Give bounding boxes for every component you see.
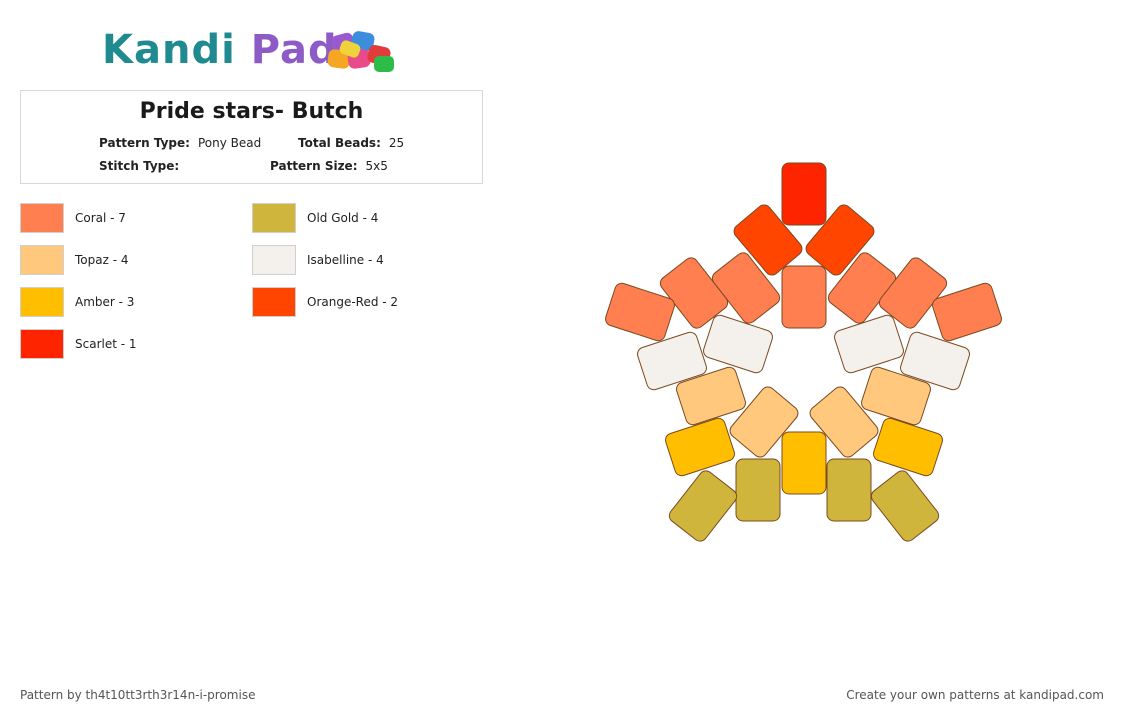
logo-word-pad: Pad	[250, 27, 338, 73]
legend-label: Old Gold - 4	[307, 211, 379, 225]
bead-amber	[873, 417, 943, 477]
bead-coral	[781, 265, 827, 329]
bead-coral	[605, 282, 675, 342]
legend-label: Isabelline - 4	[307, 253, 384, 267]
bead-isabelline	[900, 331, 970, 391]
bead-orange-red	[805, 204, 875, 276]
color-swatch	[20, 245, 64, 275]
bead-coral	[932, 282, 1002, 342]
bead-coral	[711, 252, 781, 324]
legend-label: Orange-Red - 2	[307, 295, 399, 309]
bead-old-gold	[668, 470, 738, 542]
logo-beads-icon	[327, 31, 394, 72]
bead-pattern-star	[605, 162, 1002, 542]
bead-isabelline	[637, 331, 707, 391]
pattern-size-value: 5x5	[365, 159, 388, 173]
pattern-size-label: Pattern Size:	[270, 159, 358, 173]
logo-word-kandi: Kandi	[102, 27, 236, 73]
bead-old-gold	[735, 458, 781, 522]
bead-coral	[659, 257, 729, 329]
bead-amber	[781, 431, 827, 495]
bead-orange-red	[733, 204, 803, 276]
total-beads-value: 25	[388, 136, 405, 150]
color-swatch	[252, 203, 296, 233]
kandipad-logo[interactable]: Kandi Pad	[100, 26, 410, 76]
pattern-type-label: Pattern Type:	[99, 136, 190, 150]
color-swatch	[20, 203, 64, 233]
bead-topaz	[809, 386, 879, 458]
bead-old-gold	[826, 458, 872, 522]
color-swatch	[252, 287, 296, 317]
pattern-title: Pride stars- Butch	[139, 99, 364, 124]
pattern-author[interactable]: Pattern by th4t10tt3rth3r14n-i-promise	[20, 688, 256, 702]
bead-topaz	[861, 366, 931, 426]
legend-label: Topaz - 4	[75, 253, 129, 267]
pattern-type-value: Pony Bead	[197, 136, 262, 150]
legend-label: Amber - 3	[75, 295, 135, 309]
color-swatch	[252, 245, 296, 275]
bead-coral	[878, 257, 948, 329]
bead-scarlet	[781, 162, 827, 226]
legend-label: Coral - 7	[75, 211, 126, 225]
bead-isabelline	[703, 314, 773, 374]
bead-topaz	[676, 366, 746, 426]
bead-topaz	[729, 386, 799, 458]
stitch-type-field: Stitch Type:	[99, 159, 187, 173]
total-beads-label: Total Beads:	[298, 136, 381, 150]
logo-wordmark: Kandi Pad	[102, 28, 338, 72]
pattern-info-box: Pride stars- Butch Pattern Type: Pony Bea…	[20, 90, 483, 184]
color-swatch	[20, 329, 64, 359]
create-patterns-link[interactable]: Create your own patterns at kandipad.com	[846, 688, 1104, 702]
bead-isabelline	[834, 314, 904, 374]
bead-old-gold	[870, 470, 940, 542]
stitch-type-label: Stitch Type:	[99, 159, 180, 173]
legend-label: Scarlet - 1	[75, 337, 137, 351]
color-swatch	[20, 287, 64, 317]
pattern-type-field: Pattern Type: Pony Bead	[99, 136, 261, 150]
total-beads-field: Total Beads: 25	[298, 136, 404, 150]
bead-amber	[665, 417, 735, 477]
pattern-size-field: Pattern Size: 5x5	[270, 159, 388, 173]
